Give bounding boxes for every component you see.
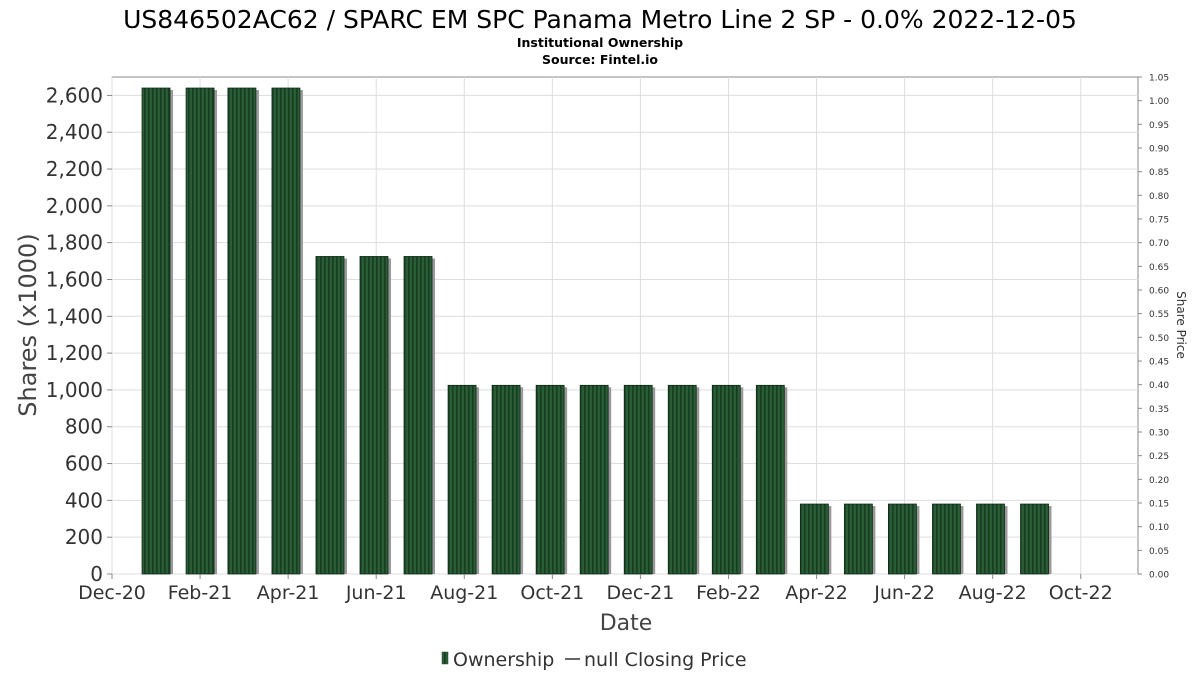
y-tick-label: 600: [65, 452, 103, 476]
x-tick-label: Feb-21: [168, 582, 233, 604]
y-axis-label: Shares (x1000): [14, 233, 42, 416]
ownership-bar: [141, 87, 171, 575]
y2-tick-label: 0.50: [1149, 334, 1169, 344]
ownership-bar: [579, 384, 609, 575]
y-tick-label: 1,400: [46, 304, 103, 328]
ownership-bar: [315, 256, 345, 575]
x-tick-label: Oct-22: [1049, 582, 1113, 604]
ownership-bar: [843, 503, 873, 575]
y2-tick-label: 0.95: [1149, 121, 1169, 131]
y-tick-label: 2,600: [46, 83, 103, 107]
ownership-bar: [185, 87, 215, 575]
y-tick-label: 1,800: [46, 231, 103, 255]
x-tick-label: Aug-21: [430, 582, 498, 604]
x-tick-label: Apr-21: [257, 582, 320, 604]
y-tick-label: 1,600: [46, 267, 103, 291]
ownership-bar: [667, 384, 697, 575]
ownership-bar: [755, 384, 785, 575]
y-tick-label: 2,400: [46, 120, 103, 144]
legend: Ownership null Closing Price: [441, 649, 747, 671]
y2-tick-label: 1.00: [1149, 97, 1169, 107]
ownership-bar: [535, 384, 565, 575]
x-tick-label: Dec-21: [607, 582, 675, 604]
y-tick-label: 2,000: [46, 194, 103, 218]
chart-title: US846502AC62 / SPARC EM SPC Panama Metro…: [123, 5, 1077, 34]
y2-tick-label: 0.65: [1149, 263, 1169, 273]
y-axis: 0 200 400 600 800 1,000 1,200 1,400 1,600 1,800 2,…: [46, 83, 112, 586]
ownership-bar: [227, 87, 257, 575]
y2-tick-label: 0.80: [1149, 192, 1169, 202]
x-tick-label: Jun-22: [873, 582, 935, 604]
ownership-bar: [799, 503, 829, 575]
y2-tick-label: 0.10: [1149, 523, 1169, 533]
y2-tick-label: 0.00: [1149, 571, 1169, 581]
ownership-bar: [491, 384, 521, 575]
y2-tick-label: 0.45: [1149, 358, 1169, 368]
y2-axis: 0.00 0.05 0.10 0.15 0.20 0.25 0.30 0.35 0.40 0.45…: [1138, 74, 1169, 581]
ownership-bar: [976, 503, 1005, 575]
ownership-bar: [271, 87, 301, 575]
ownership-bar: [711, 384, 741, 575]
ownership-bar: [359, 256, 389, 575]
x-axis-label: Date: [600, 611, 653, 636]
x-tick-label: Jun-21: [345, 582, 407, 604]
legend-ownership-label: Ownership: [453, 649, 554, 671]
y-tick-label: 200: [65, 525, 103, 549]
y-tick-label: 0: [90, 562, 103, 586]
legend-ownership-swatch: [441, 651, 449, 665]
x-tick-label: Feb-22: [696, 582, 761, 604]
y-tick-label: 400: [65, 488, 103, 512]
y2-tick-label: 0.05: [1149, 547, 1169, 557]
ownership-bar: [932, 503, 961, 575]
y-tick-label: 2,200: [46, 157, 103, 181]
x-tick-label: Dec-20: [78, 582, 146, 604]
y-tick-label: 1,200: [46, 341, 103, 365]
y2-tick-label: 0.85: [1149, 168, 1169, 178]
y2-tick-label: 0.90: [1149, 145, 1169, 155]
chart-subtitle: Institutional Ownership: [517, 35, 683, 50]
y-tick-label: 800: [65, 415, 103, 439]
y2-tick-label: 0.55: [1149, 310, 1169, 320]
ownership-bar: [888, 503, 917, 575]
ownership-bar: [403, 256, 433, 575]
ownership-bar: [623, 384, 653, 575]
x-tick-label: Aug-22: [959, 582, 1027, 604]
y2-tick-label: 1.05: [1149, 74, 1169, 84]
bars: [141, 87, 1052, 575]
x-axis: Dec-20 Feb-21 Apr-21 Jun-21 Aug-21 Oct-21 Dec-…: [78, 574, 1113, 604]
y2-tick-label: 0.25: [1149, 452, 1169, 462]
y2-tick-label: 0.40: [1149, 381, 1169, 391]
y2-tick-label: 0.30: [1149, 429, 1169, 439]
ownership-bar: [447, 384, 477, 575]
y2-tick-label: 0.35: [1149, 405, 1169, 415]
y2-tick-label: 0.75: [1149, 216, 1169, 226]
x-tick-label: Apr-22: [785, 582, 848, 604]
ownership-bar: [1020, 503, 1049, 575]
x-tick-label: Oct-21: [520, 582, 584, 604]
y-tick-label: 1,000: [46, 378, 103, 402]
y2-tick-label: 0.60: [1149, 287, 1169, 297]
y2-tick-label: 0.70: [1149, 239, 1169, 249]
chart-source: Source: Fintel.io: [542, 52, 658, 67]
y2-tick-label: 0.20: [1149, 476, 1169, 486]
y2-tick-label: 0.15: [1149, 500, 1169, 510]
y2-axis-label: Share Price: [1174, 291, 1188, 359]
legend-price-label: null Closing Price: [584, 649, 747, 671]
